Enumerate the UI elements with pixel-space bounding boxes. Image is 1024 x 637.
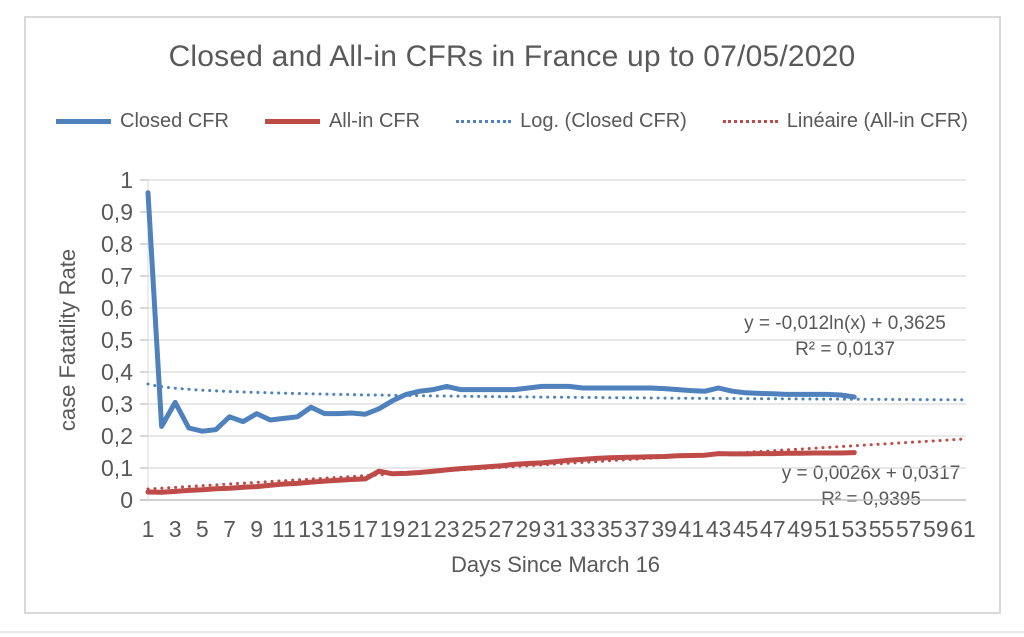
chart-title: Closed and All-in CFRs in France up to 0…: [168, 40, 856, 73]
page-edge-line: [0, 631, 1024, 633]
closed-cfr-line-marker-icon: [56, 118, 112, 124]
allin-cfr-line-marker-icon: [264, 118, 320, 124]
legend-item-log-trend: Log. (Closed CFR): [456, 110, 687, 133]
linear-trend-r-squared: R² = 0,9395: [821, 489, 921, 510]
legend-label-linear-trend: Linéaire (All-in CFR): [786, 109, 968, 132]
annotation-linear-trend: y = 0,0026x + 0,0317 R² = 0,9395: [782, 461, 961, 513]
legend-item-allin-cfr: All-in CFR: [264, 109, 421, 133]
log-trend-dotted-marker-icon: [456, 119, 512, 123]
legend-label-allin-cfr: All-in CFR: [328, 109, 421, 132]
legend-item-linear-trend: Linéaire (All-in CFR): [722, 109, 968, 133]
legend-item-closed-cfr: Closed CFR: [56, 110, 229, 133]
linear-trend-dotted-marker-icon: [722, 119, 778, 123]
linear-trend-equation: y = 0,0026x + 0,0317: [781, 463, 961, 484]
legend: Closed CFR All-in CFR Log. (Closed CFR) …: [0, 106, 1024, 136]
legend-label-log-trend: Log. (Closed CFR): [520, 109, 687, 132]
legend-label-closed-cfr: Closed CFR: [120, 109, 229, 132]
annotation-log-trend: y = -0,012ln(x) + 0,3625 R² = 0,0137: [744, 311, 946, 363]
y-axis-title: case Fatatlity Rate: [55, 248, 80, 432]
log-trend-equation: y = -0,012ln(x) + 0,3625: [744, 313, 946, 334]
x-axis-title: Days Since March 16: [450, 552, 661, 577]
log-trend-r-squared: R² = 0,0137: [795, 339, 895, 360]
